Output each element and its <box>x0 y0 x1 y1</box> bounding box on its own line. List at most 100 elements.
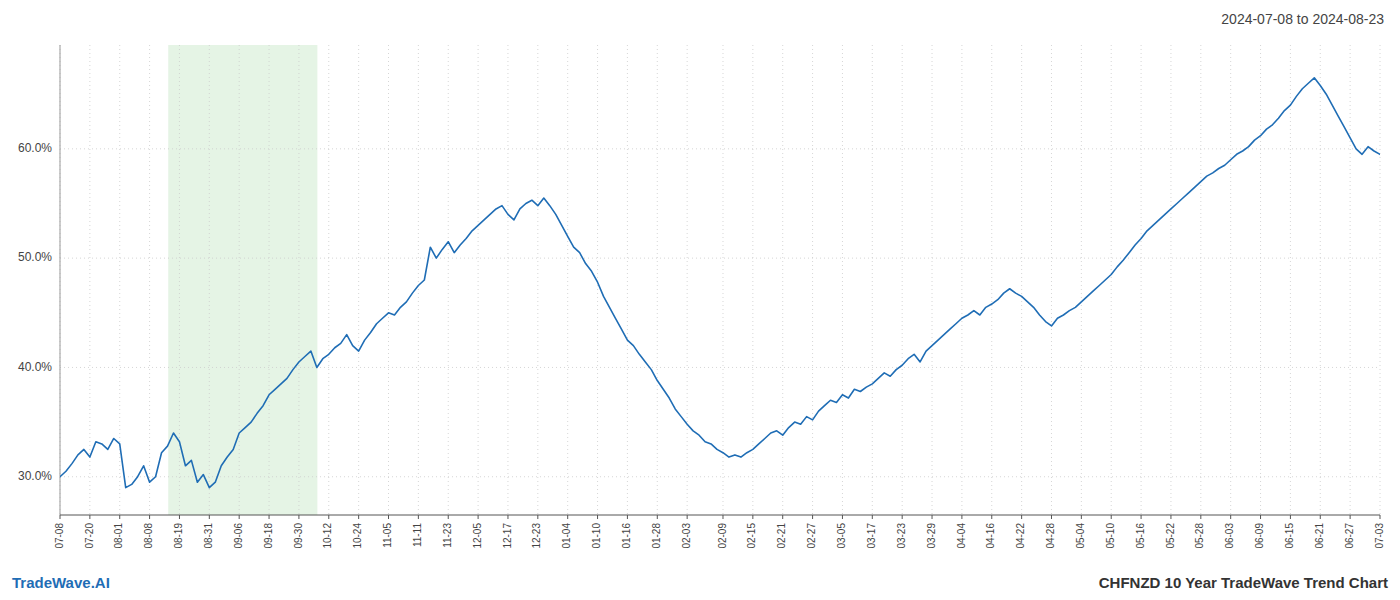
x-tick-label: 02-03 <box>681 523 692 549</box>
x-tick-label: 02-15 <box>746 523 757 549</box>
x-tick-label: 04-28 <box>1045 523 1056 549</box>
x-tick <box>358 515 359 519</box>
y-grid-line <box>60 367 1380 368</box>
x-grid-line <box>448 45 449 515</box>
x-grid-line <box>507 45 508 515</box>
x-tick-label: 09-18 <box>263 523 274 549</box>
x-grid-line <box>358 45 359 515</box>
x-grid-line <box>722 45 723 515</box>
x-tick-label: 03-23 <box>896 523 907 549</box>
x-tick <box>842 515 843 519</box>
x-tick <box>1021 515 1022 519</box>
line-group <box>60 78 1380 488</box>
x-tick-label: 03-05 <box>836 523 847 549</box>
x-tick <box>418 515 419 519</box>
x-tick-label: 04-22 <box>1015 523 1026 549</box>
x-tick <box>991 515 992 519</box>
x-tick-label: 08-31 <box>203 523 214 549</box>
x-grid-line <box>627 45 628 515</box>
x-axis-line <box>60 515 1380 516</box>
x-tick <box>239 515 240 519</box>
x-grid-line <box>902 45 903 515</box>
x-tick-label: 05-28 <box>1194 523 1205 549</box>
x-grid-line <box>1260 45 1261 515</box>
x-grid-line <box>328 45 329 515</box>
x-tick <box>298 515 299 519</box>
x-grid-line <box>812 45 813 515</box>
highlight-band <box>168 45 317 515</box>
x-tick-label: 02-21 <box>776 523 787 549</box>
x-grid-line <box>89 45 90 515</box>
x-tick <box>1290 515 1291 519</box>
x-tick-label: 06-15 <box>1284 523 1295 549</box>
x-tick <box>388 515 389 519</box>
x-grid-line <box>149 45 150 515</box>
x-grid-line <box>752 45 753 515</box>
x-tick-label: 11-05 <box>382 523 393 548</box>
x-grid-line <box>872 45 873 515</box>
x-tick <box>478 515 479 519</box>
x-tick-label: 09-06 <box>233 523 244 549</box>
x-grid-line <box>1111 45 1112 515</box>
x-tick-label: 07-08 <box>54 523 65 549</box>
x-grid-line <box>239 45 240 515</box>
x-tick-label: 01-28 <box>651 523 662 549</box>
x-tick-label: 11-11 <box>412 523 423 548</box>
y-grid-line <box>60 476 1380 477</box>
x-tick-label: 07-20 <box>84 523 95 549</box>
x-tick <box>209 515 210 519</box>
x-tick <box>1200 515 1201 519</box>
x-tick <box>1051 515 1052 519</box>
x-tick <box>89 515 90 519</box>
x-tick <box>448 515 449 519</box>
x-tick-label: 08-08 <box>143 523 154 549</box>
x-tick <box>782 515 783 519</box>
x-tick-label: 11-23 <box>442 523 453 548</box>
x-tick <box>1111 515 1112 519</box>
x-axis: 07-0807-2008-0108-0808-1908-3109-0609-18… <box>54 515 1385 549</box>
x-tick <box>149 515 150 519</box>
x-tick <box>722 515 723 519</box>
x-tick <box>507 515 508 519</box>
x-tick-label: 01-04 <box>561 523 572 549</box>
x-grid-line <box>1380 45 1381 515</box>
x-tick-label: 09-30 <box>293 523 304 549</box>
x-grid-line <box>209 45 210 515</box>
x-tick <box>597 515 598 519</box>
x-tick <box>1350 515 1351 519</box>
x-tick <box>657 515 658 519</box>
x-tick <box>961 515 962 519</box>
x-tick-label: 04-16 <box>985 523 996 549</box>
x-tick <box>1380 515 1381 519</box>
x-tick-label: 06-09 <box>1254 523 1265 549</box>
x-tick <box>1320 515 1321 519</box>
x-grid-line <box>478 45 479 515</box>
x-grid-line <box>60 45 61 515</box>
x-grid-line <box>657 45 658 515</box>
x-tick-label: 03-29 <box>926 523 937 549</box>
x-grid-line <box>1290 45 1291 515</box>
y-tick-label: 40.0% <box>18 360 52 374</box>
x-tick <box>1170 515 1171 519</box>
x-grid-line <box>687 45 688 515</box>
x-grid-line <box>1051 45 1052 515</box>
x-tick-label: 01-10 <box>591 523 602 549</box>
y-tick-label: 60.0% <box>18 141 52 155</box>
y-tick-label: 30.0% <box>18 469 52 483</box>
x-grid-line <box>1141 45 1142 515</box>
x-grid-line <box>298 45 299 515</box>
x-tick-label: 12-05 <box>472 523 483 549</box>
x-grid-line <box>1021 45 1022 515</box>
x-tick <box>328 515 329 519</box>
y-axis: 30.0%40.0%50.0%60.0% <box>18 45 60 515</box>
x-grid-line <box>932 45 933 515</box>
x-grid-line <box>1320 45 1321 515</box>
page: {"chart_data": { "type": "line", "title"… <box>0 0 1400 600</box>
x-tick <box>932 515 933 519</box>
x-tick-label: 06-03 <box>1224 523 1235 549</box>
x-tick-label: 08-19 <box>173 523 184 549</box>
title: 2024-07-08 to 2024-08-23 <box>1221 11 1384 27</box>
x-tick <box>567 515 568 519</box>
x-tick-label: 01-16 <box>621 523 632 549</box>
x-tick-label: 12-17 <box>502 523 513 549</box>
